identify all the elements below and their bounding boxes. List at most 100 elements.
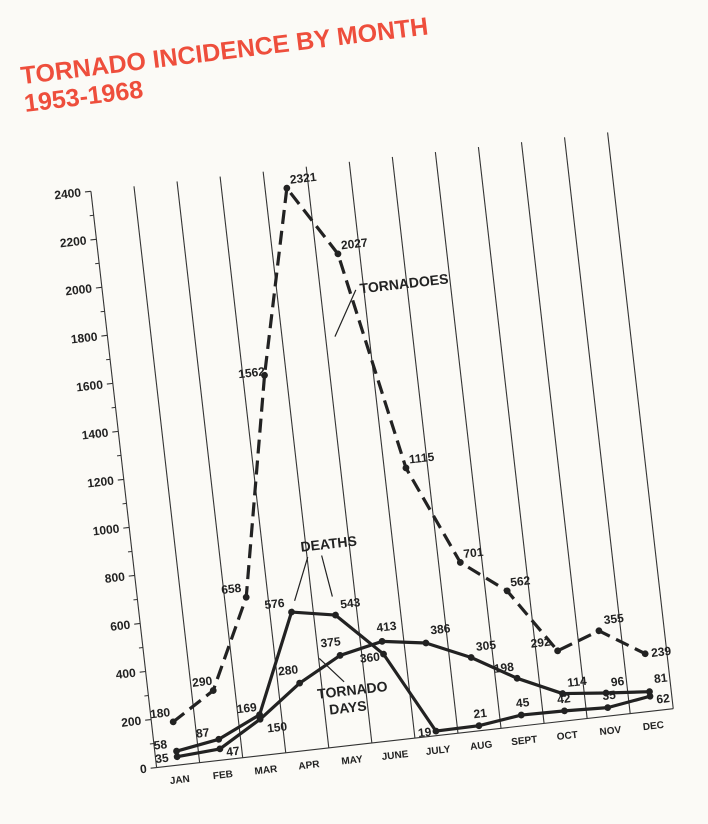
y-tick-label: 0 bbox=[139, 762, 148, 777]
data-point bbox=[380, 650, 387, 658]
y-tick-mark bbox=[145, 718, 152, 721]
y-tick-label: 1800 bbox=[70, 329, 98, 346]
y-tick-mark bbox=[123, 526, 130, 529]
data-label: 360 bbox=[359, 650, 381, 666]
x-tick-label: APR bbox=[298, 759, 321, 772]
data-point bbox=[517, 711, 525, 719]
data-label: 1115 bbox=[408, 450, 435, 467]
grid-line bbox=[520, 142, 588, 719]
data-label: 114 bbox=[567, 674, 588, 690]
data-point bbox=[173, 747, 180, 755]
data-point bbox=[604, 704, 612, 712]
data-point bbox=[209, 687, 217, 694]
data-point bbox=[602, 689, 610, 697]
data-point bbox=[173, 753, 181, 761]
annotation-deaths: DEATHS bbox=[300, 532, 358, 554]
data-point bbox=[256, 715, 264, 723]
y-tick-label: 1200 bbox=[86, 474, 114, 491]
data-point bbox=[475, 722, 483, 730]
x-tick-label: SEPT bbox=[511, 734, 538, 748]
y-tick-label: 400 bbox=[115, 666, 137, 682]
line-chart: 0 200 400 600 800 1000 1200 1400 1600 1800 2000 220… bbox=[54, 132, 674, 787]
tornadoes-leader-line bbox=[334, 289, 357, 337]
data-point bbox=[296, 679, 304, 687]
data-label: 45 bbox=[515, 695, 530, 710]
grid bbox=[90, 132, 674, 769]
x-tick-label: MAY bbox=[341, 754, 364, 767]
deaths-leader-line-1 bbox=[294, 556, 309, 602]
baseline bbox=[156, 708, 674, 769]
data-point bbox=[216, 745, 224, 753]
data-label: 35 bbox=[155, 751, 170, 766]
x-tick-label: MAR bbox=[254, 764, 279, 778]
data-label: 413 bbox=[376, 619, 398, 635]
data-point bbox=[215, 735, 223, 743]
series-line-tornadoes bbox=[172, 186, 646, 724]
x-tick-label: OCT bbox=[556, 730, 578, 743]
data-label: 658 bbox=[220, 581, 242, 597]
y-tick-mark bbox=[134, 622, 141, 625]
y-tick-mark bbox=[106, 382, 113, 385]
grid-line bbox=[563, 137, 631, 714]
data-point bbox=[513, 674, 521, 682]
chart-title: TORNADO INCIDENCE BY MONTH 1953-1968 bbox=[19, 12, 433, 118]
grid-line bbox=[219, 176, 287, 753]
annotation-tornado-days-2: DAYS bbox=[328, 697, 367, 717]
data-label: 355 bbox=[603, 611, 625, 627]
y-tick-label: 800 bbox=[104, 570, 126, 586]
data-label: 292 bbox=[530, 635, 552, 651]
y-tick-label: 1400 bbox=[81, 426, 109, 443]
data-label: 375 bbox=[320, 634, 342, 650]
y-tick-mark bbox=[128, 574, 135, 577]
data-label: 576 bbox=[264, 596, 286, 612]
data-label: 562 bbox=[509, 573, 531, 589]
data-label: 87 bbox=[195, 725, 210, 740]
data-point bbox=[336, 652, 344, 659]
data-point bbox=[378, 637, 386, 645]
data-label: 239 bbox=[650, 644, 672, 660]
y-tick-label: 1600 bbox=[76, 378, 104, 395]
data-label: 386 bbox=[430, 621, 452, 637]
y-tick-mark bbox=[139, 670, 146, 673]
data-label: 19 bbox=[417, 725, 432, 740]
y-tick-mark bbox=[90, 238, 97, 241]
data-label: 21 bbox=[473, 706, 488, 721]
data-point bbox=[432, 727, 440, 735]
data-label: 305 bbox=[475, 638, 497, 654]
data-point bbox=[283, 184, 291, 192]
x-tick-label: NOV bbox=[599, 725, 622, 738]
data-label: 58 bbox=[153, 737, 168, 752]
data-label: 543 bbox=[340, 595, 362, 611]
y-tick-mark bbox=[112, 430, 119, 433]
y-tick-label: 1000 bbox=[92, 522, 120, 539]
y-tick-mark bbox=[117, 478, 124, 481]
data-point bbox=[261, 371, 268, 379]
y-tick-label: 2000 bbox=[65, 281, 93, 298]
series-line-tornado-days bbox=[176, 639, 650, 759]
data-point bbox=[422, 639, 430, 647]
data-label: 701 bbox=[463, 545, 485, 561]
data-label: 198 bbox=[493, 660, 515, 676]
data-label: 169 bbox=[236, 700, 258, 716]
grid-line bbox=[477, 147, 545, 724]
data-point bbox=[242, 593, 250, 601]
y-tick-mark bbox=[95, 286, 102, 289]
data-point bbox=[641, 650, 649, 658]
data-label: 2027 bbox=[340, 235, 368, 252]
series-layer: 180 290 658 1562 2321 2027 1115 701 562 292 355 239… bbox=[149, 170, 672, 766]
y-axis: 0 200 400 600 800 1000 1200 1400 1600 1800 2000 220… bbox=[54, 185, 157, 777]
y-tick-label: 2400 bbox=[54, 185, 82, 202]
data-label: 280 bbox=[277, 662, 299, 678]
grid-line bbox=[133, 186, 201, 763]
data-point bbox=[288, 608, 295, 616]
x-axis: JAN FEB MAR APR MAY JUNE JULY AUG SEPT OCT NOV DEC bbox=[169, 720, 664, 787]
tornado-days-leader-line bbox=[318, 657, 345, 683]
data-point bbox=[561, 707, 568, 715]
data-point bbox=[456, 559, 464, 566]
y-tick-mark bbox=[150, 766, 157, 769]
data-point bbox=[332, 611, 339, 619]
data-point bbox=[554, 647, 562, 655]
x-tick-label: DEC bbox=[642, 720, 664, 733]
data-point bbox=[646, 688, 653, 696]
